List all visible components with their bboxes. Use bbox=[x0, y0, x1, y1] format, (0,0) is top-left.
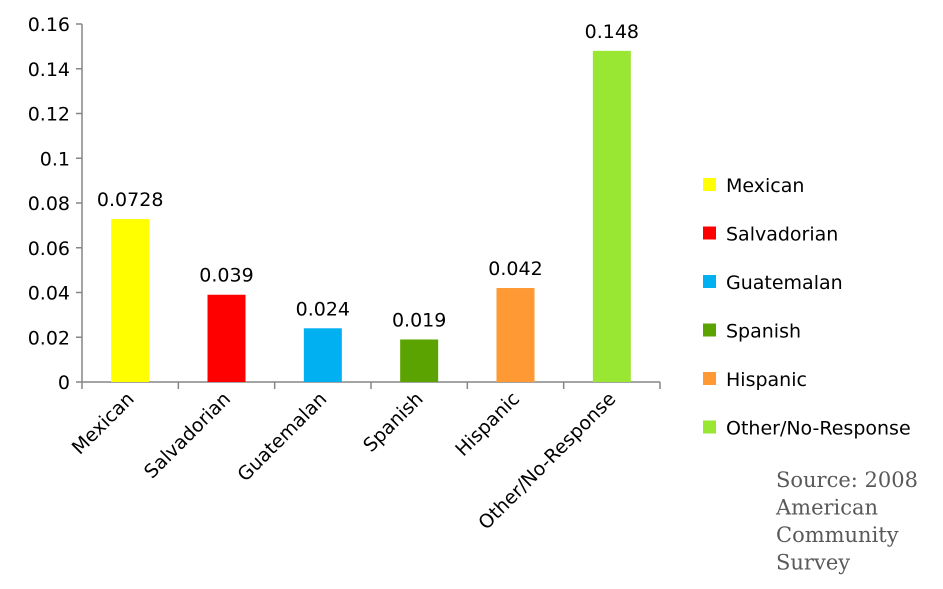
x-tick-label: Mexican bbox=[68, 388, 139, 459]
y-tick-label: 0.1 bbox=[40, 148, 70, 170]
bar bbox=[111, 219, 150, 382]
axes: 0 0.02 0.04 0.06 0.08 0.1 0.12 0.14 0.16 bbox=[28, 14, 661, 394]
bar bbox=[592, 50, 631, 382]
x-tick-label: Spanish bbox=[359, 388, 428, 457]
data-label: 0.148 bbox=[585, 21, 639, 43]
source-note-line: Community bbox=[776, 523, 899, 547]
bars: 0.0728 Mexican 0.039 Salvadorian 0.024 Guatem… bbox=[68, 21, 639, 534]
source-note-line: Source: 2008 bbox=[776, 468, 918, 492]
y-tick-label: 0.12 bbox=[28, 104, 70, 126]
y-tick-label: 0.14 bbox=[28, 59, 70, 81]
y-tick-label: 0.06 bbox=[28, 238, 70, 260]
legend-swatch bbox=[703, 275, 716, 288]
x-tick-label: Salvadorian bbox=[140, 388, 235, 483]
legend-swatch bbox=[703, 420, 716, 434]
legend-item-label: Spanish bbox=[726, 321, 801, 343]
legend-swatch bbox=[703, 323, 716, 337]
y-tick-label: 0.08 bbox=[28, 193, 70, 215]
bar bbox=[496, 288, 535, 382]
legend-item-label: Hispanic bbox=[726, 369, 807, 391]
legend-swatch bbox=[703, 372, 716, 385]
legend-item-label: Other/No-Response bbox=[726, 418, 911, 440]
legend-item-label: Guatemalan bbox=[726, 272, 843, 294]
data-label: 0.024 bbox=[296, 298, 350, 320]
legend: Mexican Salvadorian Guatemalan Spanish Hispa… bbox=[703, 175, 911, 440]
legend-item-label: Mexican bbox=[726, 175, 804, 197]
y-tick-label: 0 bbox=[58, 372, 70, 394]
y-tick-label: 0.16 bbox=[28, 14, 70, 36]
bar bbox=[400, 339, 439, 382]
source-note-line: American bbox=[775, 496, 878, 520]
x-tick-label: Hispanic bbox=[451, 388, 524, 461]
data-label: 0.019 bbox=[392, 309, 446, 331]
data-label: 0.039 bbox=[199, 265, 253, 287]
bar bbox=[207, 294, 246, 382]
legend-item-label: Salvadorian bbox=[726, 224, 838, 246]
data-label: 0.0728 bbox=[97, 189, 163, 211]
bar bbox=[303, 328, 342, 382]
y-tick-label: 0.04 bbox=[28, 283, 70, 305]
y-tick-label: 0.02 bbox=[28, 327, 70, 349]
data-label: 0.042 bbox=[488, 258, 542, 280]
legend-swatch bbox=[703, 178, 716, 191]
source-note: Source: 2008 American Community Survey bbox=[775, 468, 918, 575]
source-note-line: Survey bbox=[776, 551, 850, 575]
x-tick-label: Guatemalan bbox=[233, 388, 331, 486]
legend-swatch bbox=[703, 226, 716, 240]
